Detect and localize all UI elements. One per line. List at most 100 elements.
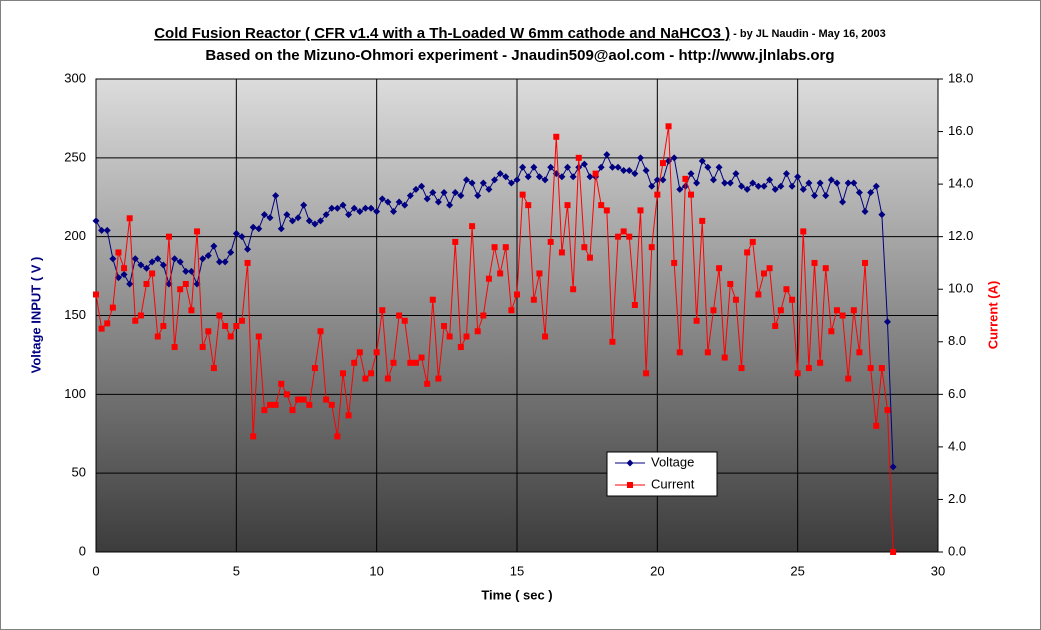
data-point	[615, 233, 622, 240]
data-point	[328, 204, 336, 212]
data-point	[782, 170, 790, 178]
data-point	[547, 238, 554, 245]
data-point	[278, 380, 285, 387]
data-point	[210, 365, 217, 372]
data-point	[671, 259, 678, 266]
series	[93, 123, 897, 555]
data-point	[373, 207, 381, 215]
data-point	[300, 201, 308, 209]
data-point	[771, 185, 779, 193]
data-point	[743, 185, 751, 193]
data-point	[401, 317, 408, 324]
data-point	[103, 226, 111, 234]
legend-marker	[626, 459, 634, 467]
data-point	[469, 223, 476, 230]
data-point	[412, 185, 420, 193]
data-point	[194, 228, 201, 235]
data-point	[659, 160, 666, 167]
data-point	[378, 195, 386, 203]
data-point	[699, 217, 706, 224]
data-point	[636, 154, 644, 162]
data-point	[199, 344, 206, 351]
data-point	[204, 252, 212, 260]
legend: Voltage Current	[606, 451, 718, 497]
data-point	[93, 291, 99, 298]
data-point	[485, 275, 492, 282]
y-axis-label: Voltage INPUT ( V )	[28, 257, 43, 374]
y-tick-label: 50	[72, 465, 86, 480]
data-point	[625, 166, 633, 174]
data-point	[368, 370, 375, 377]
data-point	[670, 154, 678, 162]
data-point	[457, 344, 464, 351]
data-point	[648, 244, 655, 251]
data-point	[817, 359, 824, 366]
data-point	[323, 396, 330, 403]
x-tick-label: 20	[650, 563, 664, 578]
data-point	[581, 244, 588, 251]
data-point	[333, 204, 341, 212]
data-point	[755, 291, 762, 298]
data-point	[653, 176, 661, 184]
chart-subtitle: Based on the Mizuno-Ohmori experiment - …	[205, 47, 834, 64]
data-point	[827, 176, 835, 184]
data-point	[648, 182, 656, 190]
data-point	[267, 401, 274, 408]
y2-tick-label: 12.0	[948, 228, 973, 243]
data-point	[165, 233, 172, 240]
data-point	[435, 375, 442, 382]
data-point	[148, 258, 156, 266]
data-point	[216, 312, 223, 319]
data-point	[867, 189, 875, 197]
data-point	[721, 354, 728, 361]
data-point	[306, 401, 313, 408]
data-point	[109, 255, 117, 263]
data-point	[844, 179, 852, 187]
data-point	[839, 312, 846, 319]
data-point	[407, 359, 414, 366]
data-point	[479, 179, 487, 187]
data-point	[159, 261, 167, 269]
data-point	[266, 214, 274, 222]
data-point	[154, 333, 161, 340]
data-point	[732, 170, 740, 178]
legend-marker	[627, 482, 633, 488]
data-point	[205, 328, 212, 335]
data-point	[98, 325, 105, 332]
data-point	[738, 182, 746, 190]
x-tick-label: 10	[369, 563, 383, 578]
data-point	[845, 375, 852, 382]
data-point	[816, 179, 824, 187]
data-point	[569, 173, 577, 181]
data-point	[716, 265, 723, 272]
data-point	[384, 198, 392, 206]
data-point	[441, 323, 448, 330]
data-point	[497, 270, 504, 277]
data-point	[535, 173, 543, 181]
data-point	[749, 179, 757, 187]
data-point	[367, 204, 375, 212]
data-point	[654, 191, 661, 198]
data-point	[508, 307, 515, 314]
data-point	[171, 255, 179, 263]
data-point	[227, 248, 235, 256]
data-point	[608, 163, 616, 171]
data-point	[356, 207, 364, 215]
data-point	[603, 151, 611, 159]
data-point	[760, 270, 767, 277]
y2-tick-label: 6.0	[948, 386, 966, 401]
data-point	[637, 207, 644, 214]
data-point	[698, 157, 706, 165]
legend-box	[606, 451, 718, 497]
data-point	[502, 173, 510, 181]
data-point	[603, 207, 610, 214]
data-point	[514, 291, 520, 298]
data-point	[754, 182, 762, 190]
y2-tick-label: 18.0	[948, 70, 973, 85]
data-point	[384, 375, 391, 382]
data-point	[406, 192, 414, 200]
data-point	[811, 259, 818, 266]
data-point	[356, 349, 363, 356]
data-point	[295, 396, 302, 403]
data-point	[143, 280, 150, 287]
